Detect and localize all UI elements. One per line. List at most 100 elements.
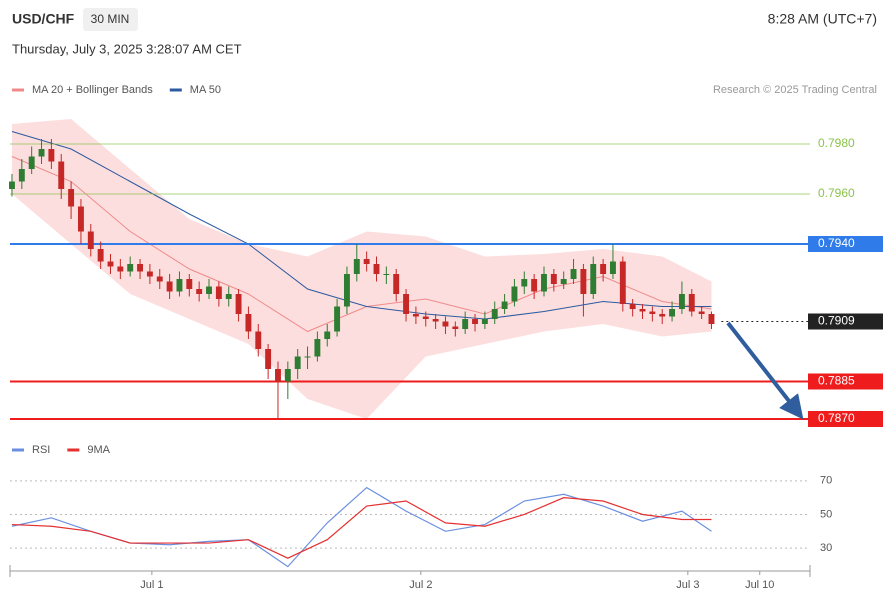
candle-body: [501, 301, 508, 309]
candle-body: [324, 331, 331, 339]
level-label: 0.7909: [818, 314, 855, 328]
candle-body: [28, 156, 35, 169]
symbol: USD/CHF: [12, 11, 75, 27]
candle-body: [432, 319, 439, 322]
candle-body: [235, 294, 242, 314]
candle-body: [196, 289, 203, 294]
level-box: [808, 313, 883, 330]
x-tick-label: Jul 1: [140, 579, 163, 591]
candle-body: [77, 206, 84, 232]
candle-body: [393, 274, 400, 294]
candle-body: [452, 326, 459, 329]
x-tick-label: Jul 2: [409, 579, 432, 591]
y-tick-label: 30: [820, 542, 832, 554]
y-tick-label: 50: [820, 508, 832, 520]
candle-body: [304, 356, 311, 358]
candle-body: [649, 311, 656, 314]
legend-label: MA 20 + Bollinger Bands: [32, 84, 153, 96]
candle-body: [570, 269, 577, 279]
candle-body: [629, 304, 636, 309]
plot: MA 20 + Bollinger Bands MA 50 0.7980 0.7960…: [9, 84, 883, 591]
candle-body: [265, 349, 272, 369]
candle-body: [186, 279, 193, 289]
candle-body: [600, 264, 607, 274]
series-line: [11, 486, 712, 568]
candle-body: [255, 331, 262, 349]
candle-body: [48, 149, 55, 162]
candle-body: [580, 269, 587, 294]
candle-body: [127, 264, 134, 272]
level-label: 0.7870: [818, 411, 855, 425]
candle-body: [639, 309, 646, 312]
candle-body: [550, 274, 557, 284]
level-box: [808, 236, 883, 252]
candle-body: [481, 319, 488, 324]
candle-body: [521, 279, 528, 287]
candle-body: [245, 314, 252, 332]
x-tick-label: Jul 10: [745, 579, 774, 591]
candle-body: [87, 231, 94, 249]
candle-body: [146, 271, 153, 277]
forecast-arrow: [726, 321, 804, 420]
candle-body: [373, 264, 380, 274]
candle-body: [442, 321, 449, 327]
level-label: 0.7980: [818, 136, 855, 150]
level-box: [808, 411, 883, 427]
candle-body: [678, 294, 685, 309]
candle-body: [619, 261, 626, 304]
interval[interactable]: 30 MIN: [91, 12, 130, 26]
candle-body: [97, 249, 104, 262]
candle-body: [275, 369, 281, 382]
candle-body: [18, 169, 25, 182]
candle-body: [284, 369, 291, 382]
candle-body: [541, 274, 547, 292]
ma50-line: [11, 131, 712, 320]
candle-body: [491, 309, 498, 319]
candle-body: [176, 279, 183, 292]
candle-body: [403, 294, 410, 314]
clock: 8:28 AM (UTC+7): [768, 11, 877, 27]
candle-body: [38, 149, 45, 157]
level-box: [808, 373, 883, 390]
level-label: 0.7960: [818, 186, 855, 200]
series-line: [11, 497, 712, 559]
bollinger-band: [11, 119, 712, 419]
interval-box[interactable]: [83, 8, 138, 31]
candle-body: [659, 314, 666, 317]
credit: Research © 2025 Trading Central: [713, 84, 877, 96]
legend-label: RSI: [32, 444, 50, 456]
candle-body: [590, 264, 597, 294]
legend-label: MA 50: [190, 84, 221, 96]
candle-body: [215, 286, 222, 299]
level-label: 0.7885: [818, 374, 855, 388]
candle-body: [462, 319, 469, 329]
legend-label: 9MA: [87, 444, 110, 456]
candle-body: [412, 314, 419, 317]
candle-body: [206, 286, 212, 294]
candle-body: [560, 279, 567, 284]
candle-body: [531, 279, 538, 292]
candle-body: [698, 311, 705, 314]
y-tick-label: 70: [820, 475, 832, 487]
candle-body: [708, 314, 715, 324]
candle-body: [343, 274, 350, 307]
candle-body: [156, 276, 163, 282]
candle-body: [9, 181, 15, 189]
candle-body: [688, 294, 695, 312]
candle-body: [117, 266, 124, 272]
candle-body: [610, 261, 616, 274]
candle-body: [225, 294, 232, 299]
candle-body: [383, 274, 390, 275]
candle-body: [363, 259, 370, 264]
candle-body: [294, 356, 301, 369]
candle-body: [166, 281, 173, 292]
candle-body: [472, 319, 478, 324]
candle-body: [334, 306, 341, 332]
candle-body: [107, 261, 114, 267]
candle-body: [137, 264, 144, 272]
candle-body: [58, 161, 65, 189]
candle-body: [422, 316, 429, 319]
date: Thursday, July 3, 2025 3:28:07 AM CET: [12, 41, 242, 56]
candle-body: [511, 286, 518, 302]
